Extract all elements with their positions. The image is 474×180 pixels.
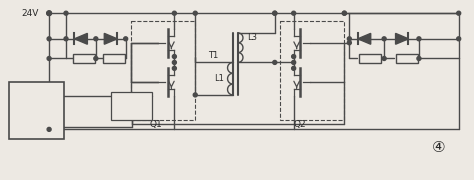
Text: L3: L3	[247, 33, 257, 42]
Circle shape	[273, 11, 277, 15]
Circle shape	[342, 11, 346, 15]
Text: T1: T1	[208, 51, 218, 60]
Text: Q507、
Q508: Q507、 Q508	[119, 96, 144, 115]
Circle shape	[64, 11, 68, 15]
Circle shape	[173, 66, 176, 70]
Polygon shape	[104, 33, 117, 44]
Text: Q1: Q1	[149, 120, 162, 129]
Circle shape	[124, 37, 128, 41]
Polygon shape	[396, 33, 409, 44]
Bar	[103, 54, 125, 63]
Polygon shape	[358, 33, 371, 44]
Text: L1: L1	[214, 74, 224, 83]
Bar	[131, 21, 195, 120]
Circle shape	[292, 60, 296, 64]
Bar	[73, 54, 95, 63]
Circle shape	[273, 11, 277, 15]
Circle shape	[173, 55, 176, 58]
Text: 26: 26	[47, 123, 58, 132]
Text: Q2: Q2	[293, 120, 306, 129]
Circle shape	[417, 37, 421, 41]
Circle shape	[292, 55, 296, 58]
Circle shape	[457, 11, 461, 15]
Circle shape	[417, 57, 421, 60]
Text: ④: ④	[432, 140, 446, 155]
Circle shape	[347, 37, 351, 41]
Bar	[396, 54, 418, 63]
Text: 24V: 24V	[22, 9, 39, 18]
Circle shape	[173, 60, 176, 64]
Polygon shape	[74, 33, 87, 44]
Circle shape	[47, 57, 51, 60]
Circle shape	[457, 37, 461, 41]
Circle shape	[193, 93, 197, 97]
Circle shape	[47, 11, 51, 15]
Text: BD9884FV: BD9884FV	[17, 106, 56, 115]
Circle shape	[173, 11, 176, 15]
Circle shape	[94, 37, 98, 41]
Bar	[280, 21, 345, 120]
Circle shape	[382, 37, 386, 41]
Circle shape	[47, 37, 51, 41]
Bar	[111, 92, 153, 120]
Circle shape	[193, 11, 197, 15]
Circle shape	[382, 57, 386, 60]
Circle shape	[64, 37, 68, 41]
Circle shape	[292, 11, 296, 15]
Circle shape	[273, 60, 277, 64]
Circle shape	[342, 11, 346, 15]
Bar	[9, 82, 64, 139]
Circle shape	[47, 11, 51, 15]
Circle shape	[292, 66, 296, 70]
Circle shape	[347, 41, 351, 45]
Circle shape	[94, 57, 98, 60]
Circle shape	[47, 127, 51, 131]
Text: 27: 27	[47, 91, 58, 100]
Bar	[359, 54, 381, 63]
